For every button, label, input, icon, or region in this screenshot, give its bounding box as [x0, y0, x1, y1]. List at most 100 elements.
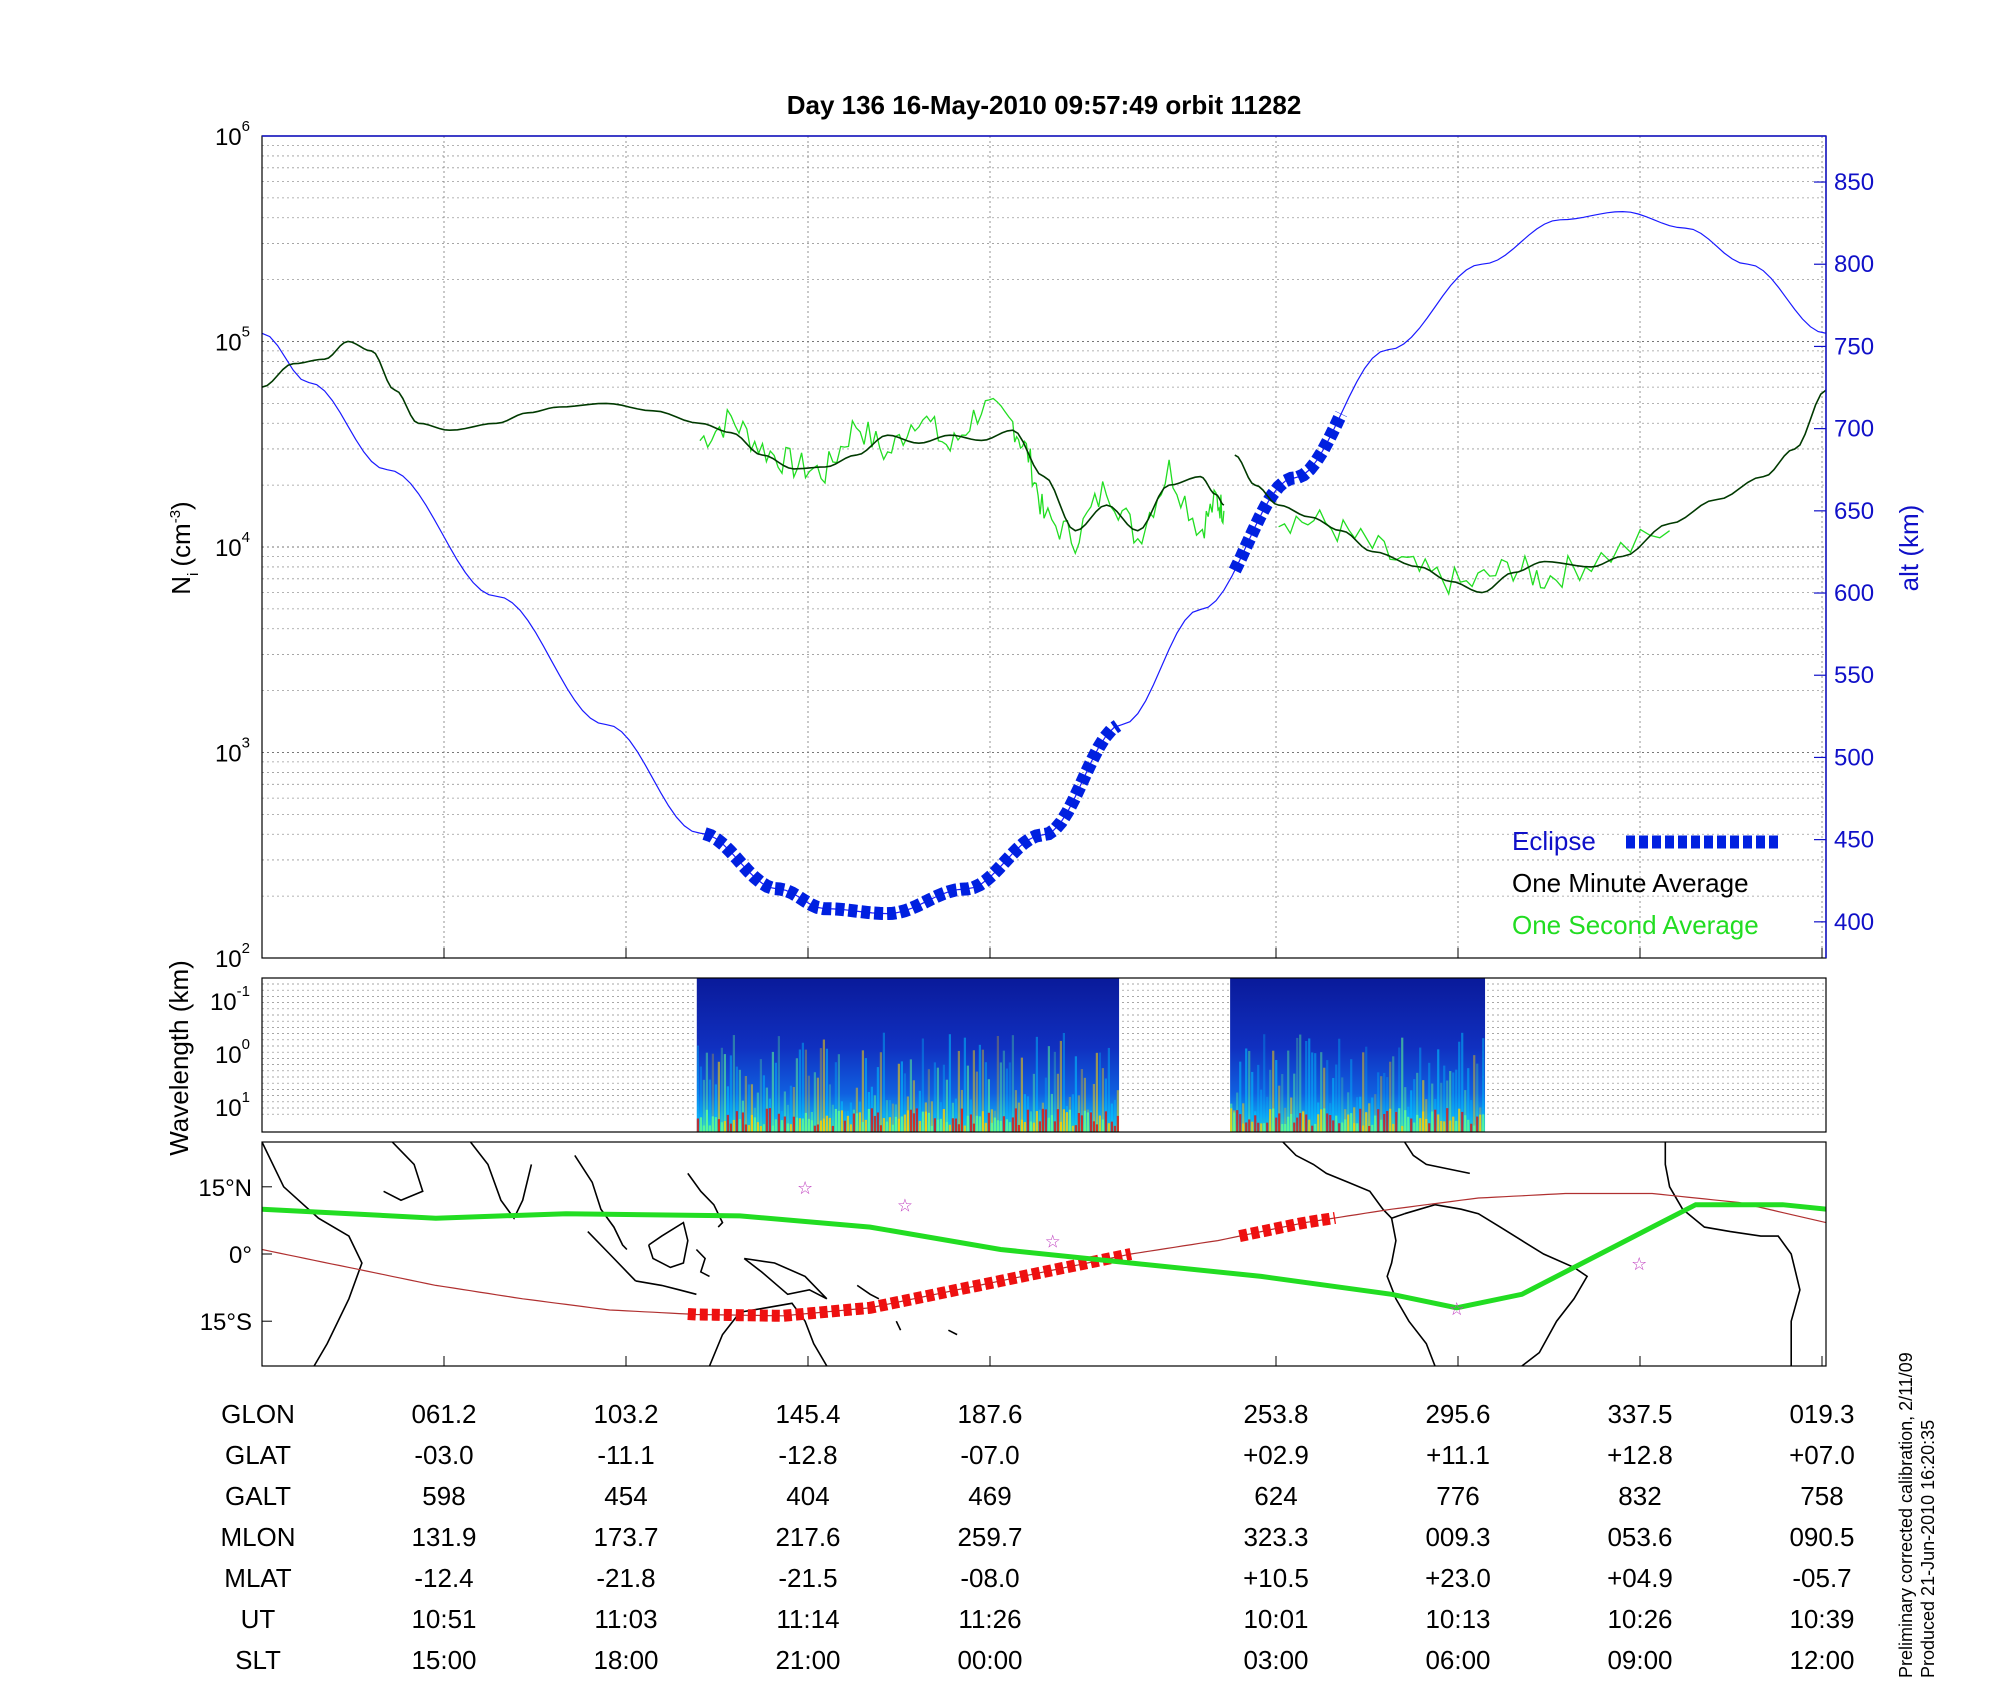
track-eclipse-segment	[1238, 1211, 1337, 1242]
one-second-average-line	[1278, 508, 1670, 596]
spectrogram-column	[1026, 1109, 1029, 1132]
spectrogram-column	[1263, 1034, 1266, 1132]
spectrogram-column	[1308, 1038, 1311, 1132]
spectrogram-column	[783, 1116, 786, 1132]
spectrogram-column	[1098, 1115, 1101, 1132]
spectrogram-column	[1071, 1094, 1074, 1132]
spectrogram-y-tick-label: 10-1	[210, 983, 250, 1016]
spectrogram-column	[864, 1119, 867, 1132]
spectrogram-column	[759, 1059, 762, 1132]
one-minute-average-line	[262, 340, 1225, 532]
spectrogram-column	[1092, 1121, 1095, 1132]
footnote: Preliminary corrected calibration, 2/11/…	[1896, 1352, 1938, 1678]
spectrogram-column	[1065, 1112, 1068, 1132]
ephemeris-cell: 776	[1436, 1481, 1479, 1511]
one-minute-average-line	[1234, 389, 1826, 594]
star-marker: ☆	[1449, 1299, 1465, 1320]
spectrogram-column	[1044, 1077, 1047, 1132]
spectrogram-column	[1236, 1110, 1239, 1132]
ephemeris-cell: 10:39	[1789, 1604, 1854, 1634]
spectrogram-column	[1425, 1119, 1428, 1132]
coastline	[574, 1154, 628, 1251]
spectrogram-column	[906, 1110, 909, 1132]
spectrogram-column	[924, 1111, 927, 1132]
coastline	[1403, 1142, 1470, 1175]
spectrogram-column	[1371, 1097, 1374, 1132]
spectrogram-column	[1038, 1121, 1041, 1132]
spectrogram-column	[1446, 1080, 1449, 1132]
ephemeris-cell: 295.6	[1425, 1399, 1490, 1429]
spectrogram-column	[1248, 1119, 1251, 1132]
chart-title: Day 136 16-May-2010 09:57:49 orbit 11282	[787, 90, 1302, 120]
spectrogram-column	[876, 1067, 879, 1132]
spectrogram-column	[756, 1092, 759, 1132]
spectrogram-column	[891, 1124, 894, 1132]
spectrogram-column	[702, 1125, 705, 1132]
spectrogram-column	[786, 1104, 789, 1132]
spectrogram-column	[900, 1116, 903, 1132]
spectrogram-column	[1311, 1052, 1314, 1132]
spectrogram-column	[1056, 1073, 1059, 1132]
spectrogram-column	[1248, 1050, 1251, 1132]
spectrogram-column	[1101, 1119, 1104, 1132]
spectrogram-column	[978, 1044, 981, 1132]
spectrogram-column	[1302, 1111, 1305, 1132]
spectrogram-column	[804, 1112, 807, 1132]
spectrogram-column	[699, 1066, 702, 1132]
spectrogram-column	[1239, 1061, 1242, 1132]
spectrogram-column	[732, 1035, 735, 1132]
spectrogram-column	[1338, 1038, 1341, 1132]
spectrogram-column	[723, 1121, 726, 1132]
spectrogram-column	[1350, 1059, 1353, 1132]
spectrogram-column	[1431, 1111, 1434, 1132]
spectrogram-column	[1014, 1108, 1017, 1132]
spectrogram-column	[1386, 1110, 1389, 1132]
spectrogram-column	[1359, 1108, 1362, 1132]
spectrogram-column	[1305, 1114, 1308, 1132]
spectrogram-column	[1293, 1122, 1296, 1132]
ephemeris-row-label: UT	[241, 1604, 276, 1634]
spectrogram-column	[858, 1112, 861, 1132]
density-gridlines	[262, 145, 1826, 959]
spectrogram-column	[714, 1084, 717, 1132]
spectrogram-column	[789, 1124, 792, 1132]
spectrogram-column	[717, 1119, 720, 1132]
spectrogram-column	[1107, 1123, 1110, 1132]
coastline	[1386, 1218, 1436, 1366]
ephemeris-cell: 758	[1800, 1481, 1843, 1511]
spectrogram-column	[975, 1071, 978, 1132]
spectrogram-column	[1401, 1037, 1404, 1132]
altitude-tick-label: 500	[1834, 744, 1874, 771]
spectrogram-column	[957, 1050, 960, 1132]
spectrogram-column	[1452, 1072, 1455, 1132]
spectrogram-column	[855, 1113, 858, 1132]
spectrogram-column	[720, 1122, 723, 1132]
spectrogram-column	[1368, 1125, 1371, 1132]
density-plot-area	[262, 210, 1826, 921]
spectrogram-column	[1059, 1121, 1062, 1132]
altitude-line	[262, 210, 1826, 915]
spectrogram-column	[1455, 1069, 1458, 1132]
spectrogram-column	[873, 1115, 876, 1132]
spectrogram-column	[831, 1104, 834, 1132]
spectrogram-column	[879, 1052, 882, 1132]
spectrogram-y-tick-label: 101	[215, 1089, 250, 1122]
spectrogram-column	[801, 1118, 804, 1132]
spectrogram-column	[948, 1034, 951, 1132]
spectrogram-column	[1353, 1123, 1356, 1132]
spectrogram-column	[744, 1076, 747, 1132]
spectrogram-column	[1437, 1114, 1440, 1132]
spectrogram-column	[1470, 1123, 1473, 1132]
spectrogram-column	[888, 1100, 891, 1132]
spectrogram-column	[1323, 1067, 1326, 1132]
star-marker: ☆	[797, 1178, 813, 1199]
ephemeris-cell: -21.8	[596, 1563, 655, 1593]
density-y-axis-label: Ni(cm-3)	[166, 501, 202, 594]
spectrogram-column	[1035, 1111, 1038, 1132]
spectrogram-column	[1407, 1116, 1410, 1132]
spectrogram-column	[927, 1069, 930, 1132]
spectrogram-column	[762, 1075, 765, 1132]
spectrogram-column	[1278, 1085, 1281, 1132]
spectrogram-column	[891, 1103, 894, 1132]
map-lat-tick-label: 15°S	[200, 1309, 252, 1336]
